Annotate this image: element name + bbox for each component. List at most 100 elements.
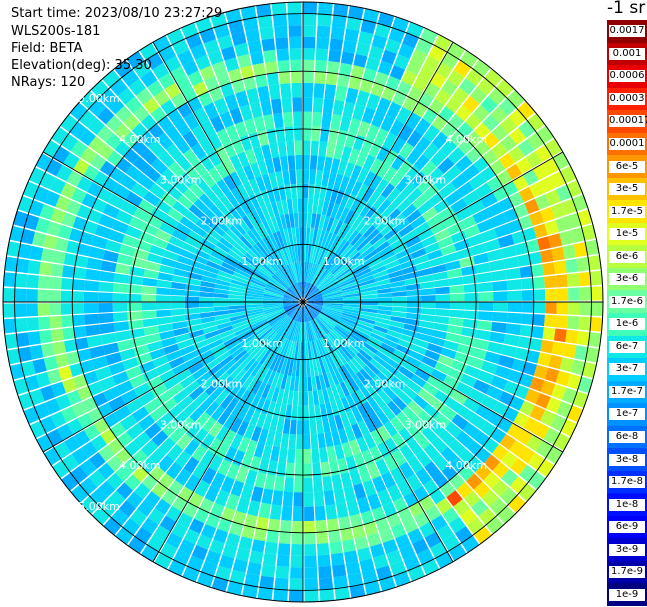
ray-bin — [351, 65, 365, 79]
ray-bin — [262, 369, 273, 384]
ray-bin — [88, 246, 105, 260]
ray-bin — [566, 212, 582, 229]
ray-bin — [174, 136, 191, 154]
ray-bin — [372, 375, 387, 390]
ray-bin — [247, 40, 262, 54]
ray-bin — [286, 140, 295, 156]
ray-bin — [582, 362, 597, 379]
ray-bin — [222, 232, 237, 246]
ray-bin — [56, 423, 74, 441]
ray-bin — [306, 288, 319, 300]
ray-bin — [309, 359, 315, 377]
ray-bin — [207, 132, 223, 150]
ray-bin — [255, 207, 267, 223]
ray-bin — [355, 371, 369, 386]
ray-bin — [220, 394, 234, 410]
ray-bin — [266, 255, 280, 271]
ray-bin — [332, 350, 344, 367]
ray-bin — [77, 348, 92, 362]
ray-bin — [319, 249, 329, 266]
ray-bin — [311, 320, 322, 339]
ray-bin — [286, 264, 296, 284]
ray-bin — [236, 184, 249, 200]
ray-bin — [316, 25, 331, 38]
ray-bin — [532, 314, 545, 327]
ray-bin — [430, 541, 448, 559]
ray-bin — [475, 464, 492, 481]
ray-bin — [276, 230, 285, 249]
ray-bin — [313, 97, 324, 113]
ray-bin — [339, 243, 353, 259]
ray-bin — [314, 505, 326, 521]
ray-bin — [67, 418, 84, 435]
ray-bin — [384, 259, 400, 270]
ray-bin — [311, 265, 322, 284]
ray-bin — [166, 444, 184, 462]
ray-bin — [462, 318, 478, 329]
ray-bin — [72, 279, 85, 291]
ray-bin — [556, 184, 572, 202]
ray-bin — [307, 376, 313, 392]
ray-bin — [505, 323, 521, 336]
ray-bin — [185, 165, 201, 182]
colorbar-tick-label: 3e-5 — [609, 183, 645, 196]
ray-bin — [89, 488, 108, 506]
ray-bin — [530, 264, 544, 277]
ray-bin — [50, 328, 64, 342]
ray-bin — [525, 239, 540, 253]
ray-bin — [316, 543, 330, 556]
ray-bin — [340, 316, 357, 326]
ray-bin — [294, 477, 303, 493]
ray-bin — [228, 308, 246, 314]
ray-bin — [188, 492, 204, 508]
ray-bin — [268, 172, 278, 188]
ray-bin — [562, 244, 577, 260]
ray-bin — [487, 341, 504, 354]
ray-bin — [132, 156, 151, 174]
ray-bin — [462, 95, 480, 113]
ray-bin — [506, 423, 523, 440]
ray-bin — [135, 239, 152, 253]
ray-bin — [215, 241, 231, 254]
ray-bin — [281, 319, 293, 337]
ray-bin — [321, 308, 342, 317]
ray-bin — [160, 257, 177, 268]
ray-bin — [194, 479, 210, 498]
ray-bin — [250, 227, 262, 242]
ray-bin — [331, 261, 346, 275]
ray-bin — [524, 388, 540, 404]
range-ring-label: 1.00km — [241, 337, 283, 350]
ray-bin — [274, 316, 290, 332]
ray-bin — [322, 293, 343, 299]
ray-bin — [389, 119, 405, 137]
ray-bin — [177, 194, 194, 210]
ray-bin — [165, 350, 182, 362]
ray-bin — [312, 390, 320, 406]
ray-bin — [357, 420, 370, 437]
ray-bin — [271, 217, 280, 232]
ray-bin — [321, 310, 340, 321]
ray-bin — [240, 258, 257, 271]
ray-bin — [258, 502, 271, 519]
ray-bin — [468, 173, 487, 190]
ray-bin — [284, 375, 292, 391]
ray-bin — [165, 532, 183, 549]
ray-bin — [299, 322, 302, 343]
ray-bin — [163, 343, 180, 355]
ray-bin — [358, 282, 377, 290]
ray-bin — [77, 243, 91, 257]
ray-bin — [24, 214, 40, 231]
ray-bin — [308, 263, 316, 283]
ray-bin — [332, 99, 345, 116]
ray-bin — [155, 390, 173, 406]
ray-bin — [62, 378, 77, 393]
ray-bin — [372, 475, 387, 493]
ray-bin — [221, 46, 236, 61]
ray-bin — [262, 237, 274, 254]
ray-bin — [421, 295, 436, 302]
ray-bin — [344, 340, 359, 355]
ray-bin — [133, 382, 151, 398]
ray-bin — [507, 290, 523, 301]
ray-bin — [498, 98, 517, 116]
ray-bin — [515, 157, 533, 174]
